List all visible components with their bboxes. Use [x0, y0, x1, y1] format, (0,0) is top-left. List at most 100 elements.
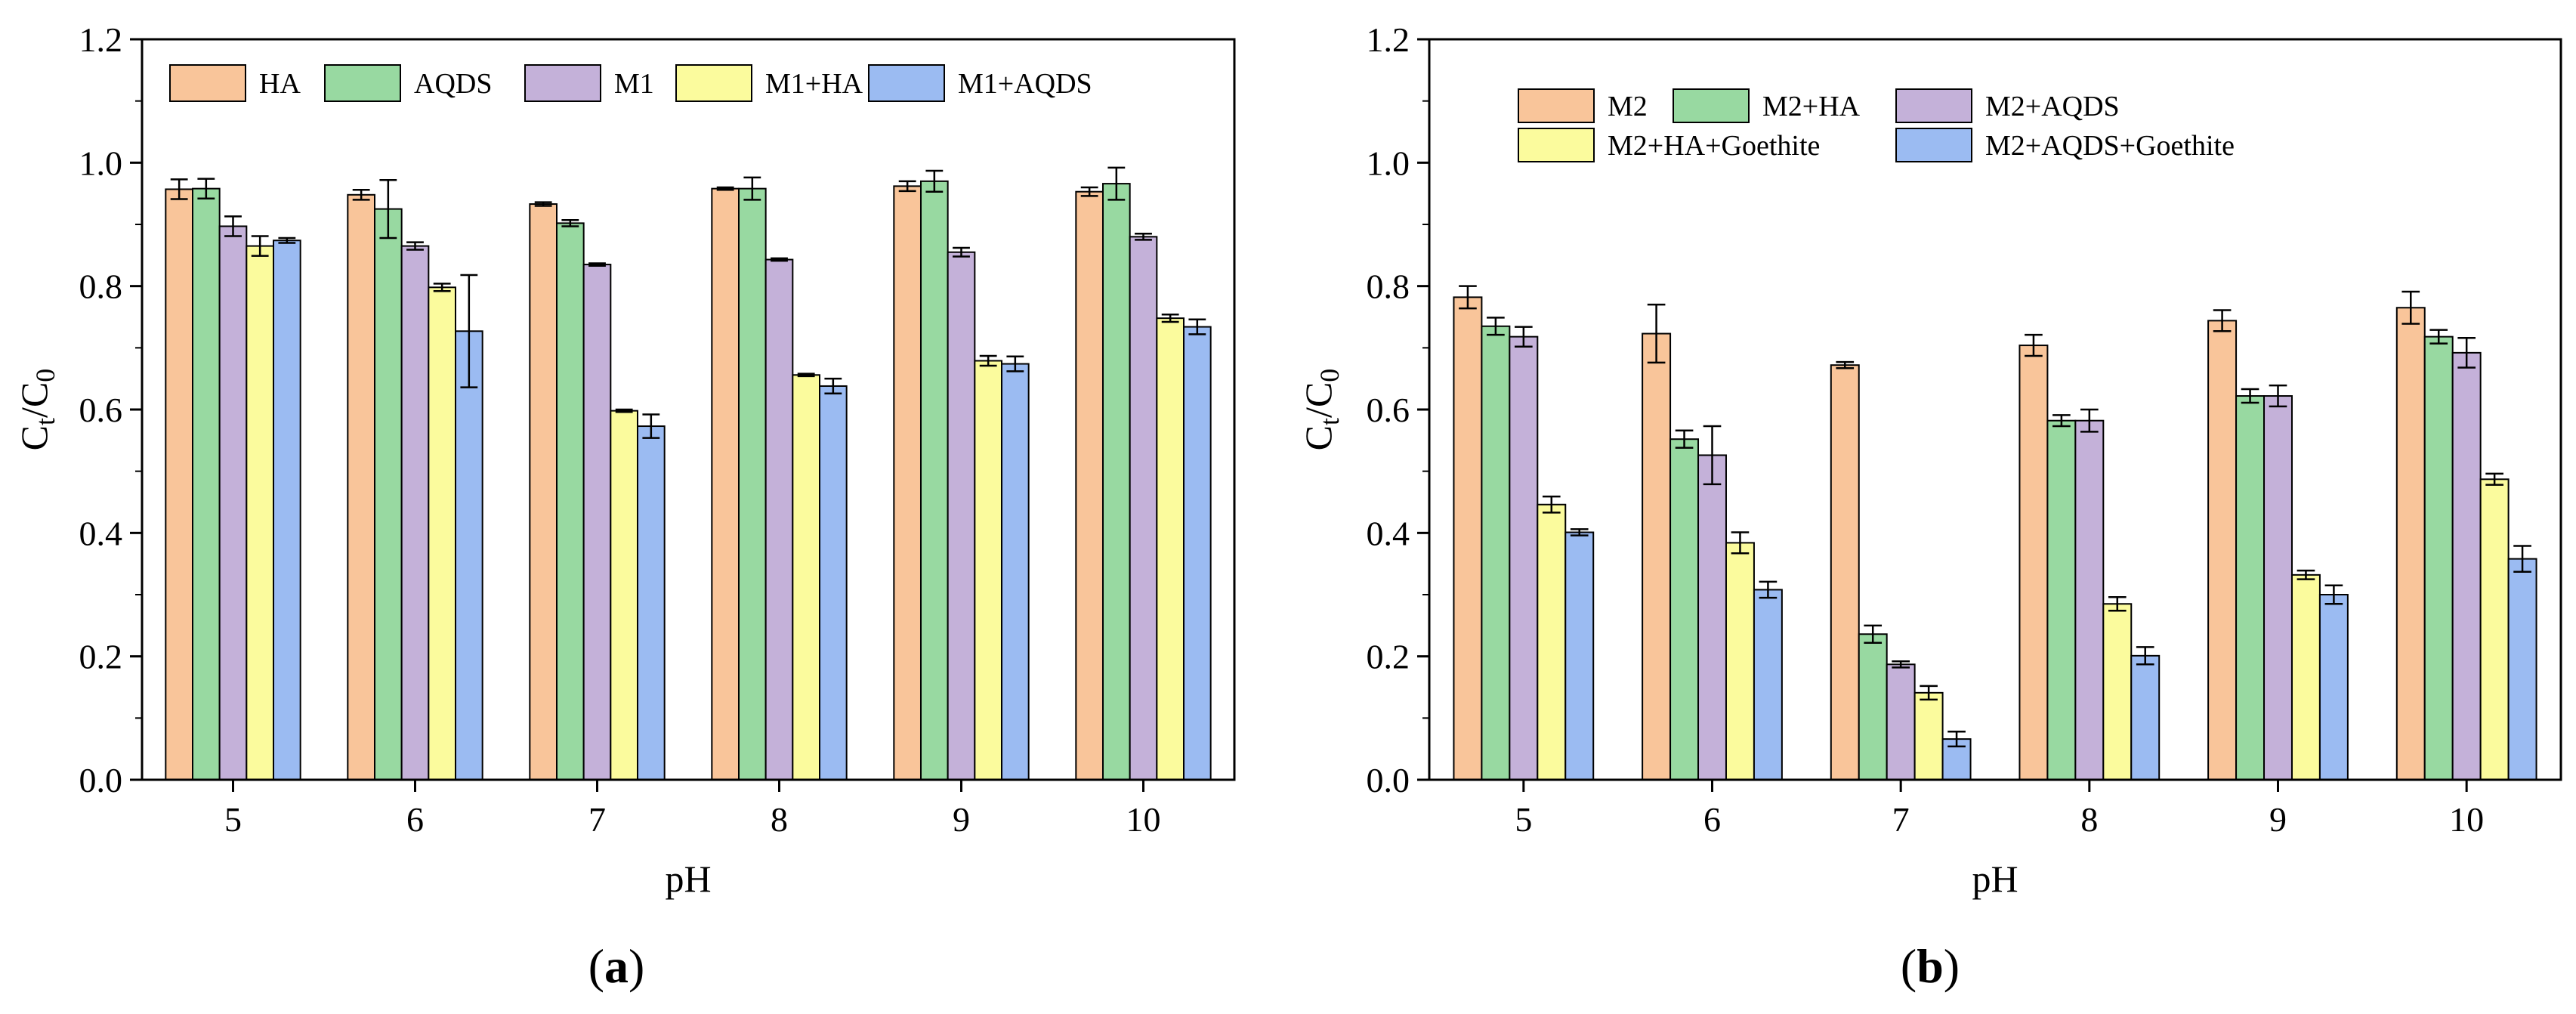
x-tick-label: 6 — [406, 800, 424, 839]
y-tick-label: 0.8 — [1367, 267, 1410, 306]
bar-m2-plus-aqds-ph6 — [1697, 454, 1727, 781]
error-bar — [979, 354, 997, 367]
error-bar — [615, 408, 633, 413]
bars-group-a — [165, 166, 1212, 781]
error-bar — [771, 257, 788, 262]
x-tick-label: 9 — [953, 800, 970, 839]
error-bar — [2025, 333, 2043, 357]
error-bar — [1135, 233, 1152, 241]
error-bar — [406, 241, 424, 251]
x-tick-label: 8 — [2080, 800, 2098, 839]
x-axis-a: 5 6 7 8 9 10 — [224, 780, 1161, 839]
error-bar — [278, 236, 296, 244]
legend-label: M2+HA — [1762, 91, 1861, 122]
panel-label-b: (b) — [1901, 939, 1960, 993]
error-bar — [2269, 384, 2287, 408]
bar-m2-plus-ha-plus-goethite-ph6 — [1725, 542, 1755, 781]
bar-m1-ph5 — [218, 225, 248, 781]
bar-m2-ph9 — [2207, 320, 2238, 781]
error-bar — [642, 413, 660, 439]
error-bar — [1570, 528, 1589, 536]
error-bar — [2296, 569, 2315, 580]
chart-a: 0.0 0.2 0.4 0.6 0.8 1.0 1.2 5 6 7 8 9 10 HA AQDS M1 M1… — [13, 20, 1236, 993]
bar-ha-ph8 — [711, 187, 740, 781]
error-bar — [379, 178, 397, 240]
bar-m1-ph10 — [1129, 236, 1158, 781]
bar-m2-ph10 — [2395, 307, 2426, 781]
bar-m2-plus-ha-plus-goethite-ph8 — [2102, 603, 2133, 781]
bar-m1-ph8 — [764, 258, 794, 781]
bar-m1-plus-aqds-ph6 — [455, 330, 483, 781]
panel-label-close-a: ) — [629, 939, 644, 993]
error-bar — [251, 235, 269, 257]
legend-swatch — [1673, 88, 1750, 123]
bar-ha-ph10 — [1075, 190, 1104, 781]
bar-m2-plus-aqds-ph5 — [1509, 335, 1539, 781]
error-bar — [1459, 285, 1477, 310]
bar-m1-plus-ha-ph5 — [246, 245, 275, 781]
y-tick-label: 1.2 — [1367, 20, 1410, 59]
error-bar — [1006, 355, 1024, 373]
x-tick-label: 5 — [1515, 800, 1532, 839]
y-tick-label: 0.8 — [79, 267, 123, 306]
y-tick-label: 0.0 — [1367, 761, 1410, 799]
x-axis-b: 5 6 7 8 9 10 — [1515, 780, 2484, 839]
legend-label: M2+AQDS+Goethite — [1985, 130, 2235, 162]
error-bar — [1647, 303, 1666, 364]
legend-swatch — [1895, 128, 1972, 162]
bar-m2-plus-ha-ph8 — [2046, 419, 2077, 781]
bar-m1-plus-ha-ph7 — [610, 410, 639, 781]
legend-label: M2 — [1608, 91, 1648, 122]
y-axis-a: 0.0 0.2 0.4 0.6 0.8 1.0 1.2 — [79, 20, 142, 799]
y-tick-label: 1.0 — [1367, 144, 1410, 182]
x-tick-label: 6 — [1703, 800, 1721, 839]
error-bar — [925, 169, 944, 193]
bar-m2-plus-ha-ph10 — [2423, 335, 2454, 781]
bar-m2-plus-aqds-plus-goethite-ph9 — [2318, 594, 2349, 781]
panel-label-close-b: ) — [1944, 939, 1960, 993]
bar-m2-plus-aqds-plus-goethite-ph6 — [1753, 589, 1783, 781]
error-bar — [1542, 495, 1561, 514]
y-tick-label: 0.2 — [79, 638, 123, 676]
y-axis-label-sub2-a: 0 — [30, 369, 60, 382]
error-bar — [224, 215, 242, 237]
bar-m1-plus-ha-ph6 — [428, 286, 457, 781]
bar-m1-ph6 — [400, 245, 430, 781]
bar-m1-ph7 — [582, 264, 612, 781]
legend-b: M2 M2+HA M2+AQDS M2+HA+Goethite M2+AQDS+Goet… — [1518, 88, 2235, 162]
error-bar — [2108, 596, 2127, 612]
x-tick-label: 7 — [1892, 800, 1910, 839]
error-bar — [1947, 731, 1966, 748]
bar-m2-plus-ha-ph7 — [1858, 633, 1888, 781]
error-bar — [561, 219, 579, 227]
error-bar — [2052, 414, 2071, 428]
bar-m2-plus-aqds-plus-goethite-ph10 — [2507, 558, 2537, 781]
bar-m1-plus-aqds-ph8 — [819, 385, 848, 781]
bar-ha-ph5 — [165, 188, 193, 781]
legend-swatch — [1895, 88, 1972, 123]
error-bar — [1107, 166, 1126, 201]
error-bar — [2324, 584, 2343, 605]
x-axis-label-a: pH — [665, 858, 711, 900]
x-tick-label: 10 — [2449, 800, 2484, 839]
error-bar — [1487, 317, 1505, 336]
legend-label: AQDS — [414, 68, 492, 100]
error-bar — [352, 189, 370, 201]
legend-label: M2+HA+Goethite — [1608, 130, 1820, 162]
error-bar — [2457, 337, 2476, 369]
bar-m2-plus-aqds-ph7 — [1886, 663, 1916, 781]
bar-aqds-ph8 — [737, 187, 767, 781]
y-axis-label-sub2-b: 0 — [1314, 369, 1345, 382]
x-tick-label: 10 — [1126, 800, 1161, 839]
bar-m1-plus-ha-ph10 — [1156, 317, 1185, 781]
y-tick-label: 1.0 — [79, 144, 123, 182]
bar-m1-plus-ha-ph8 — [792, 374, 821, 781]
x-tick-label: 9 — [2269, 800, 2287, 839]
bar-ha-ph9 — [893, 185, 922, 781]
legend-swatch — [1518, 128, 1595, 162]
bar-aqds-ph5 — [191, 187, 221, 781]
error-bar — [170, 178, 188, 200]
y-axis-b: 0.0 0.2 0.4 0.6 0.8 1.0 1.2 — [1367, 20, 1429, 799]
error-bar — [743, 176, 761, 201]
